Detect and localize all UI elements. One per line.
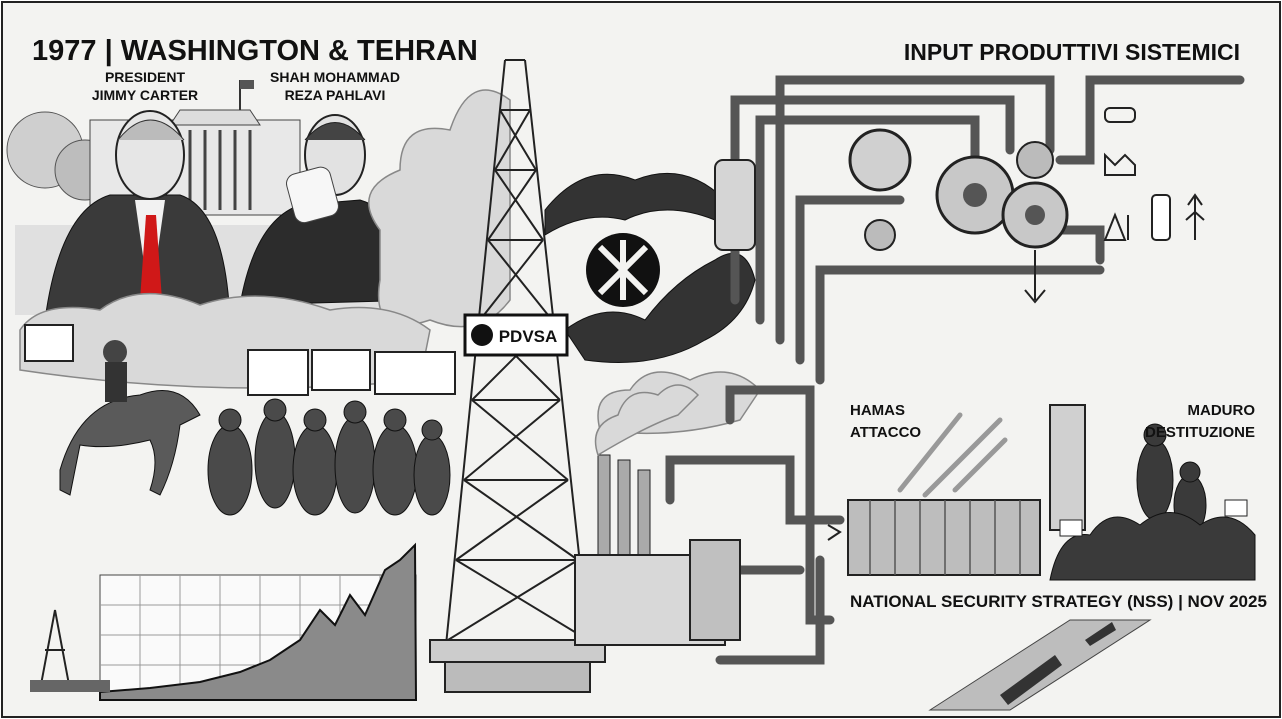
maduro-label: MADURO <box>1188 402 1256 419</box>
body: 1977 | WASHINGTON & TEHRAN PRESIDENT JIM… <box>0 0 1282 719</box>
logo <box>586 233 660 307</box>
hamas-label: ATTACCO <box>850 424 921 441</box>
maduro-label: DESTITUZIONE <box>1145 424 1255 441</box>
carter-label: PRESIDENT <box>105 69 186 85</box>
shah-label: SHAH MOHAMMAD <box>270 69 400 85</box>
hamas-label: HAMAS <box>850 402 905 419</box>
subtitle: INPUT PRODUTTIVI SISTEMICI <box>904 39 1240 65</box>
title: 1977 | WASHINGTON & TEHRAN <box>32 35 478 67</box>
carter-label: JIMMY CARTER <box>92 87 198 103</box>
page: 1977 | Washington & Tehran {"header": {"… <box>0 0 1282 719</box>
shah-label: REZA PAHLAVI <box>285 87 386 103</box>
nss-label: NATIONAL SECURITY STRATEGY (NSS) | NOV 2… <box>850 592 1267 611</box>
illustration: 1977 | WASHINGTON & TEHRAN PRESIDENT JIM… <box>0 0 1282 719</box>
sign-label: PDVSA <box>499 327 558 346</box>
